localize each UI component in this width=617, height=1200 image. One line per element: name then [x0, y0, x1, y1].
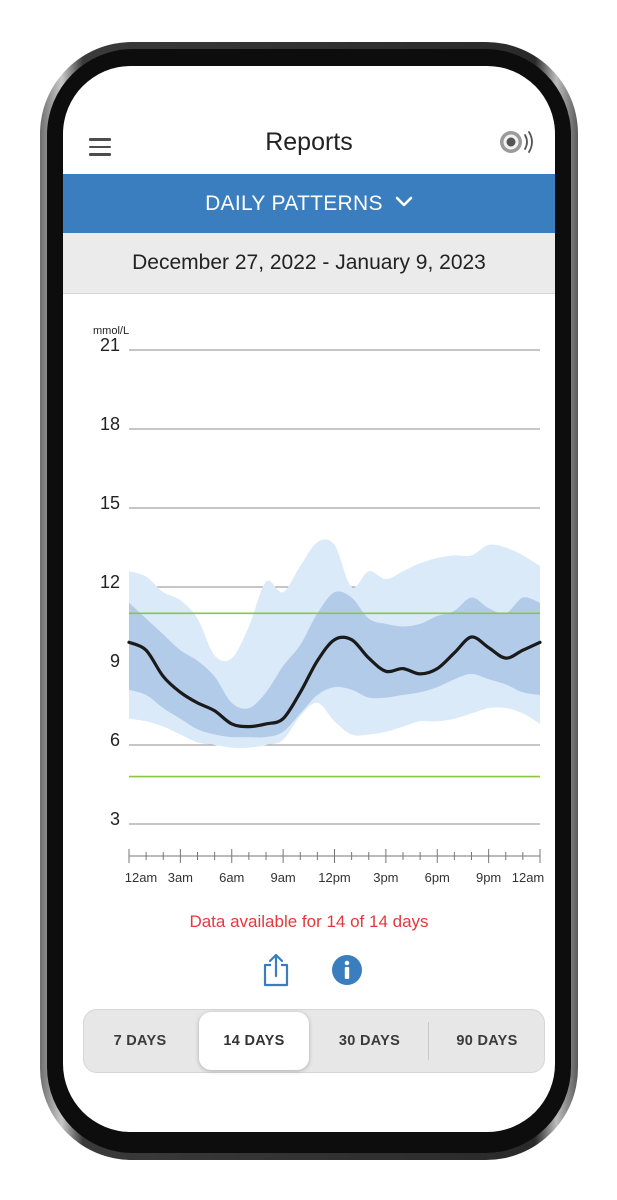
y-unit-label: mmol/L: [93, 325, 129, 337]
y-tick-label: 21: [100, 335, 120, 355]
y-tick-label: 9: [110, 651, 120, 671]
daily-patterns-chart: mmol/L21 18 15 12 9 6 3 12am 3am 6am 9am 12pm 3pm 6pm…: [93, 325, 545, 885]
data-availability-note: Data available for 14 of 14 days: [189, 912, 429, 931]
hamburger-menu-icon[interactable]: [89, 138, 111, 156]
chevron-down-icon: [395, 197, 413, 207]
tab-30-days[interactable]: 30 DAYS: [338, 1033, 401, 1049]
x-tick-label: 9pm: [476, 870, 501, 885]
x-tick-label: 6am: [219, 870, 244, 885]
report-type-dropdown[interactable]: DAILY PATTERNS: [63, 174, 555, 233]
share-icon[interactable]: [261, 952, 291, 988]
y-tick-label: 12: [100, 572, 120, 592]
info-icon[interactable]: [331, 954, 363, 986]
page-title: Reports: [265, 128, 353, 156]
tab-90-days[interactable]: 90 DAYS: [456, 1033, 518, 1049]
x-tick-label: 6pm: [425, 870, 450, 885]
inner-percentile-band: [129, 591, 540, 738]
x-tick-label: 12pm: [318, 870, 351, 885]
x-tick-label: 12am: [512, 870, 545, 885]
x-tick-label: 3am: [168, 870, 193, 885]
x-tick-label: 9am: [270, 870, 295, 885]
sensor-signal-icon[interactable]: [497, 128, 537, 158]
app-header: Reports: [63, 66, 555, 174]
x-tick-label: 12am: [125, 870, 158, 885]
date-range: December 27, 2022 - January 9, 2023: [63, 233, 555, 294]
y-tick-label: 3: [110, 809, 120, 829]
tab-7-days[interactable]: 7 DAYS: [113, 1033, 167, 1049]
tab-14-days[interactable]: 14 DAYS: [199, 1012, 309, 1070]
median-line: [127, 635, 542, 729]
time-range-tabs: 7 DAYS 14 DAYS 30 DAYS 90 DAYS: [83, 1009, 545, 1073]
y-tick-label: 15: [100, 493, 120, 513]
tab-divider: [428, 1022, 429, 1060]
app-screen: Reports DAILY PATTERNS December 27, 2022…: [63, 66, 555, 1132]
x-tick-label: 3pm: [373, 870, 398, 885]
y-tick-label: 18: [100, 414, 120, 434]
report-type-label: DAILY PATTERNS: [205, 192, 383, 215]
y-tick-label: 6: [110, 730, 120, 750]
